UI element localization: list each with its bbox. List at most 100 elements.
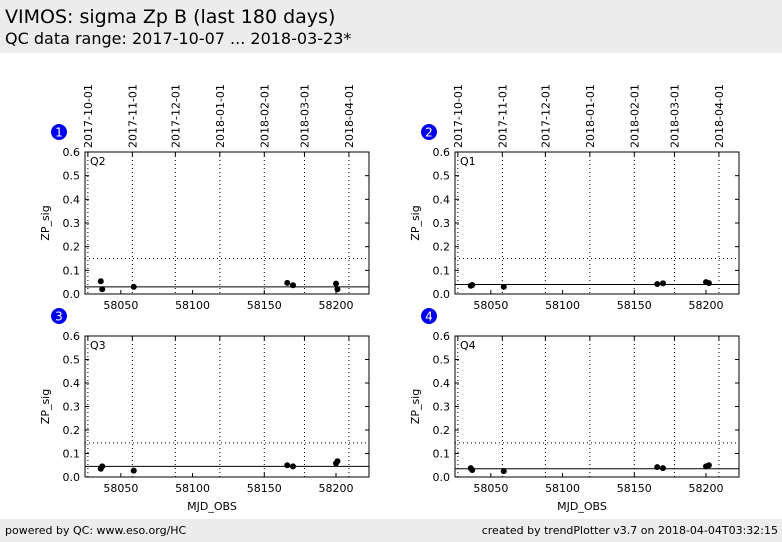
panel-1-data-point xyxy=(333,280,340,287)
panel-1-data-point xyxy=(289,282,296,289)
panel-4-y-tick-label: 0.6 xyxy=(433,330,451,343)
panel-2-date-label: 2017-10-01 xyxy=(452,84,465,148)
panel-1-date-label: 2017-12-01 xyxy=(169,84,182,148)
panel-3-data-point xyxy=(289,463,296,470)
panel-2-x-tick-label: 58200 xyxy=(689,299,724,312)
panel-1-y-tick-label: 0.3 xyxy=(63,217,81,230)
panel-1-y-tick-label: 0.0 xyxy=(63,288,81,301)
panel-4-frame xyxy=(454,335,740,478)
panel-2-data-point xyxy=(469,282,476,289)
panel-2-y-tick-label: 0.5 xyxy=(433,170,451,183)
panel-1-data-point xyxy=(130,283,137,290)
panel-2-y-tick-label: 0.3 xyxy=(433,217,451,230)
panel-4-badge xyxy=(421,308,437,324)
panel-2-x-tick-label: 58150 xyxy=(617,299,652,312)
panel-3-x-axis-label: MJD_OBS xyxy=(187,500,237,513)
panel-3-data-point xyxy=(99,463,106,470)
page-title: VIMOS: sigma Zp B (last 180 days) xyxy=(5,6,336,28)
panel-3-badge xyxy=(51,308,67,324)
panel-3-y-tick-label: 0.3 xyxy=(63,401,81,414)
panel-2-data-point xyxy=(705,280,712,287)
panel-2-x-tick-label: 58100 xyxy=(545,299,580,312)
panel-4-x-tick-label: 58150 xyxy=(617,482,652,495)
panel-2-date-label: 2017-12-01 xyxy=(539,84,552,148)
panel-2-date-label: 2018-03-01 xyxy=(668,84,681,148)
panel-1-badge xyxy=(51,124,67,140)
panel-3-quadrant-label: Q3 xyxy=(90,339,106,352)
panel-1-y-tick-label: 0.4 xyxy=(63,193,81,206)
panel-2-y-tick-label: 0.4 xyxy=(433,193,451,206)
panel-1-badge-number: 1 xyxy=(55,126,63,140)
panel-2-badge-number: 2 xyxy=(425,126,433,140)
panel-2-date-label: 2018-01-01 xyxy=(584,84,597,148)
panel-3-y-tick-label: 0.5 xyxy=(63,354,81,367)
panel-2-date-label: 2017-11-01 xyxy=(496,84,509,148)
panel-1-x-tick-label: 58150 xyxy=(247,299,282,312)
panel-1-data-point xyxy=(97,278,104,285)
panel-4-y-axis-label: ZP_sig xyxy=(409,389,422,424)
panel-4-y-tick-label: 0.0 xyxy=(433,471,451,484)
panel-3-x-tick-label: 58050 xyxy=(103,482,138,495)
panel-4-y-tick-label: 0.3 xyxy=(433,401,451,414)
panel-1-date-label: 2017-11-01 xyxy=(126,84,139,148)
panel-1-x-tick-label: 58100 xyxy=(175,299,210,312)
panel-1-y-tick-label: 0.2 xyxy=(63,241,81,254)
panel-2-data-point xyxy=(659,280,666,287)
page-subtitle: QC data range: 2017-10-07 ... 2018-03-23… xyxy=(5,29,352,48)
panel-3-frame xyxy=(84,335,370,478)
panel-4-x-tick-label: 58200 xyxy=(689,482,724,495)
panel-1-date-label: 2018-04-01 xyxy=(343,84,356,148)
panel-2-x-tick-label: 58050 xyxy=(473,299,508,312)
panel-1-data-point xyxy=(284,279,291,286)
panel-1-data-point xyxy=(99,286,106,293)
header-bar: VIMOS: sigma Zp B (last 180 days) QC dat… xyxy=(0,0,782,53)
panel-4-data-point xyxy=(659,465,666,472)
footer-created-by: created by trendPlotter v3.7 on 2018-04-… xyxy=(481,524,778,537)
panel-2-frame xyxy=(454,151,740,295)
panel-2-y-tick-label: 0.1 xyxy=(433,264,451,277)
panel-3-y-tick-label: 0.1 xyxy=(63,448,81,461)
panel-1-frame xyxy=(84,151,370,295)
footer-bar: powered by QC: www.eso.org/HC created by… xyxy=(0,519,782,542)
panel-4-quadrant-label: Q4 xyxy=(460,339,476,352)
panel-4-data-point xyxy=(500,468,507,475)
panel-1-x-tick-label: 58200 xyxy=(319,299,354,312)
panel-4-data-point xyxy=(469,466,476,473)
footer-powered-by: powered by QC: www.eso.org/HC xyxy=(5,524,187,537)
panel-1-x-tick-label: 58050 xyxy=(103,299,138,312)
panel-1-date-label: 2018-01-01 xyxy=(214,84,227,148)
panel-4-y-tick-label: 0.2 xyxy=(433,424,451,437)
panel-2-badge xyxy=(421,124,437,140)
panel-4-y-tick-label: 0.4 xyxy=(433,377,451,390)
panel-3-x-tick-label: 58200 xyxy=(319,482,354,495)
panel-4-badge-number: 4 xyxy=(425,310,433,324)
panel-1-date-label: 2018-03-01 xyxy=(298,84,311,148)
panel-3-y-axis-label: ZP_sig xyxy=(39,389,52,424)
panel-1-date-label: 2017-10-01 xyxy=(82,84,95,148)
panel-2-quadrant-label: Q1 xyxy=(460,155,476,168)
panel-4-y-tick-label: 0.5 xyxy=(433,354,451,367)
panel-3-x-tick-label: 58100 xyxy=(175,482,210,495)
panel-3-x-tick-label: 58150 xyxy=(247,482,282,495)
panel-1-y-axis-label: ZP_sig xyxy=(39,205,52,240)
panel-3-y-tick-label: 0.0 xyxy=(63,471,81,484)
panel-2-data-point xyxy=(500,283,507,290)
panel-2-data-point xyxy=(654,281,661,288)
panel-1-y-tick-label: 0.5 xyxy=(63,170,81,183)
panel-1-date-label: 2018-02-01 xyxy=(258,84,271,148)
panel-2-y-axis-label: ZP_sig xyxy=(409,205,422,240)
panel-2-y-tick-label: 0.6 xyxy=(433,146,451,159)
panel-3-data-point xyxy=(284,462,291,469)
panel-1-quadrant-label: Q2 xyxy=(90,155,106,168)
panel-4-data-point xyxy=(654,464,661,471)
panel-3-y-tick-label: 0.2 xyxy=(63,424,81,437)
panel-2-y-tick-label: 0.2 xyxy=(433,241,451,254)
panel-2-date-label: 2018-02-01 xyxy=(628,84,641,148)
panel-4-x-tick-label: 58050 xyxy=(473,482,508,495)
panel-3-y-tick-label: 0.4 xyxy=(63,377,81,390)
panel-4-x-axis-label: MJD_OBS xyxy=(557,500,607,513)
panel-1-data-point xyxy=(334,286,341,293)
panel-4-x-tick-label: 58100 xyxy=(545,482,580,495)
panel-1-y-tick-label: 0.1 xyxy=(63,264,81,277)
panel-3-data-point xyxy=(334,458,341,465)
